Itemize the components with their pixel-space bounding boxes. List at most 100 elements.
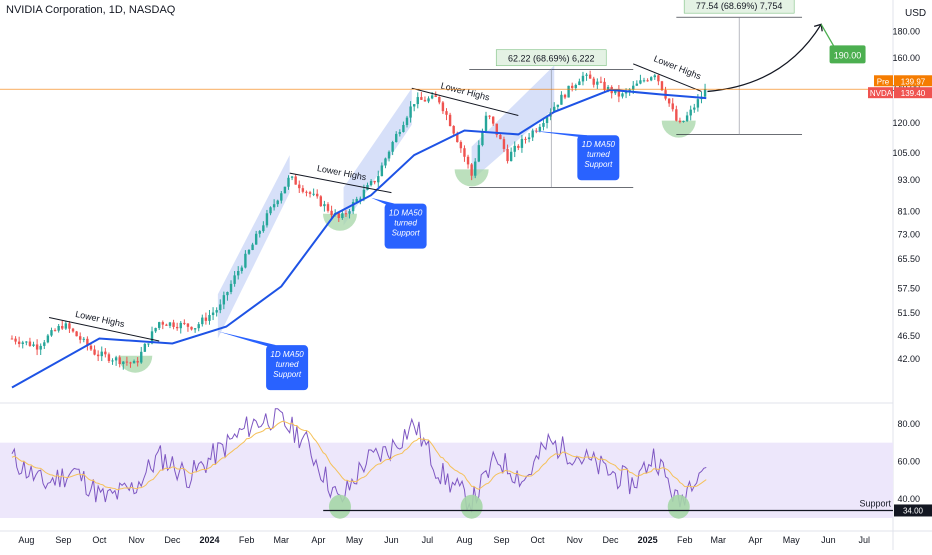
rsi-tick-0: 80.00 xyxy=(897,419,920,429)
candle-body xyxy=(560,94,563,105)
candle-body xyxy=(247,250,251,254)
candle-body xyxy=(474,161,477,176)
rsi-bottom-2 xyxy=(667,494,690,519)
candle-body xyxy=(667,98,671,104)
projection-curve xyxy=(707,23,822,93)
x-tick-2: Oct xyxy=(92,535,107,545)
nvda-label-box xyxy=(868,87,893,99)
candle-body xyxy=(254,233,258,245)
candle-body xyxy=(21,342,24,344)
x-tick-23: Jul xyxy=(859,535,871,545)
candle-body xyxy=(283,186,287,194)
candle-body xyxy=(592,78,595,85)
measure-1-label-box xyxy=(495,49,607,67)
candle-body xyxy=(632,85,635,90)
candle-body xyxy=(150,331,154,344)
candle-body xyxy=(527,137,531,140)
ma-callout-box-1 xyxy=(384,203,427,249)
candle-body xyxy=(484,115,488,131)
pre-value-box xyxy=(894,75,932,87)
x-tick-14: Oct xyxy=(530,535,545,545)
candle-body xyxy=(68,323,71,329)
measure-2-label: 77.54 (68.69%) 7,754 xyxy=(696,1,783,11)
candle-body xyxy=(140,351,143,363)
candle-body xyxy=(675,109,678,121)
candle-body xyxy=(545,116,549,124)
candle-body xyxy=(513,145,516,152)
candle-body xyxy=(362,189,366,199)
candle-body xyxy=(441,102,445,112)
candle-body xyxy=(107,354,111,361)
currency-label: USD xyxy=(905,8,927,19)
candle-body xyxy=(427,98,430,102)
candle-body xyxy=(578,81,581,85)
x-tick-4: Dec xyxy=(164,535,181,545)
x-tick-7: Mar xyxy=(274,535,290,545)
candle-body xyxy=(380,165,384,177)
candle-body xyxy=(175,326,179,329)
pre-label: Pre xyxy=(877,77,890,86)
price-tick-6: 81.00 xyxy=(897,206,920,216)
candle-body xyxy=(405,117,409,126)
candle-body xyxy=(617,89,621,97)
candle-body xyxy=(621,93,624,97)
candle-body xyxy=(373,181,376,183)
rsi-tick-1: 60.00 xyxy=(897,457,920,467)
x-tick-11: Jul xyxy=(422,535,434,545)
candle-body xyxy=(649,77,653,81)
candle-body xyxy=(161,322,164,325)
candle-body xyxy=(143,343,147,352)
x-tick-18: Feb xyxy=(677,535,693,545)
candle-body xyxy=(262,225,265,232)
x-tick-13: Sep xyxy=(494,535,510,545)
candle-body xyxy=(129,362,132,364)
candle-body xyxy=(574,84,577,88)
measure-2-label-box xyxy=(683,0,795,14)
target-label: 190.00 xyxy=(834,50,862,60)
candle-body xyxy=(222,295,226,305)
rsi-support-label: Support xyxy=(859,498,891,508)
candle-body xyxy=(445,111,448,115)
candle-body xyxy=(452,126,455,134)
candle-body xyxy=(703,89,707,97)
candle-body xyxy=(43,342,46,346)
candle-body xyxy=(208,315,211,321)
candle-body xyxy=(434,95,437,97)
candle-body xyxy=(416,97,419,105)
lower-highs-line-1 xyxy=(289,172,392,194)
chart-title: NVIDIA Corporation, 1D, NASDAQ xyxy=(6,4,176,16)
candle-body xyxy=(118,357,121,365)
candle-body xyxy=(553,106,556,113)
candle-body xyxy=(35,344,39,350)
candle-body xyxy=(172,322,175,327)
candle-body xyxy=(470,164,473,176)
x-tick-1: Sep xyxy=(55,535,71,545)
candle-body xyxy=(197,324,200,329)
candle-body xyxy=(657,75,660,82)
candle-body xyxy=(671,103,674,110)
candle-body xyxy=(355,198,358,203)
candle-body xyxy=(298,184,301,189)
nvda-value: 139.40 xyxy=(901,89,926,98)
candle-body xyxy=(685,115,689,121)
x-tick-3: Nov xyxy=(128,535,145,545)
candle-body xyxy=(660,81,664,91)
rsi-support-value: 34.00 xyxy=(903,506,924,515)
candle-body xyxy=(89,345,93,350)
x-tick-5: 2024 xyxy=(199,535,219,545)
candle-body xyxy=(132,360,136,364)
lower-highs-line-2 xyxy=(411,87,519,116)
candle-body xyxy=(25,341,28,343)
bottom-zone-3 xyxy=(661,120,696,138)
candle-body xyxy=(506,148,509,162)
candle-body xyxy=(183,322,186,324)
candle-body xyxy=(290,176,294,178)
candle-body xyxy=(466,156,470,165)
candle-body xyxy=(398,131,402,134)
candle-body xyxy=(136,360,139,363)
candle-body xyxy=(96,354,100,357)
candle-body xyxy=(301,188,305,192)
candle-body xyxy=(193,328,197,330)
candle-body xyxy=(50,330,53,336)
